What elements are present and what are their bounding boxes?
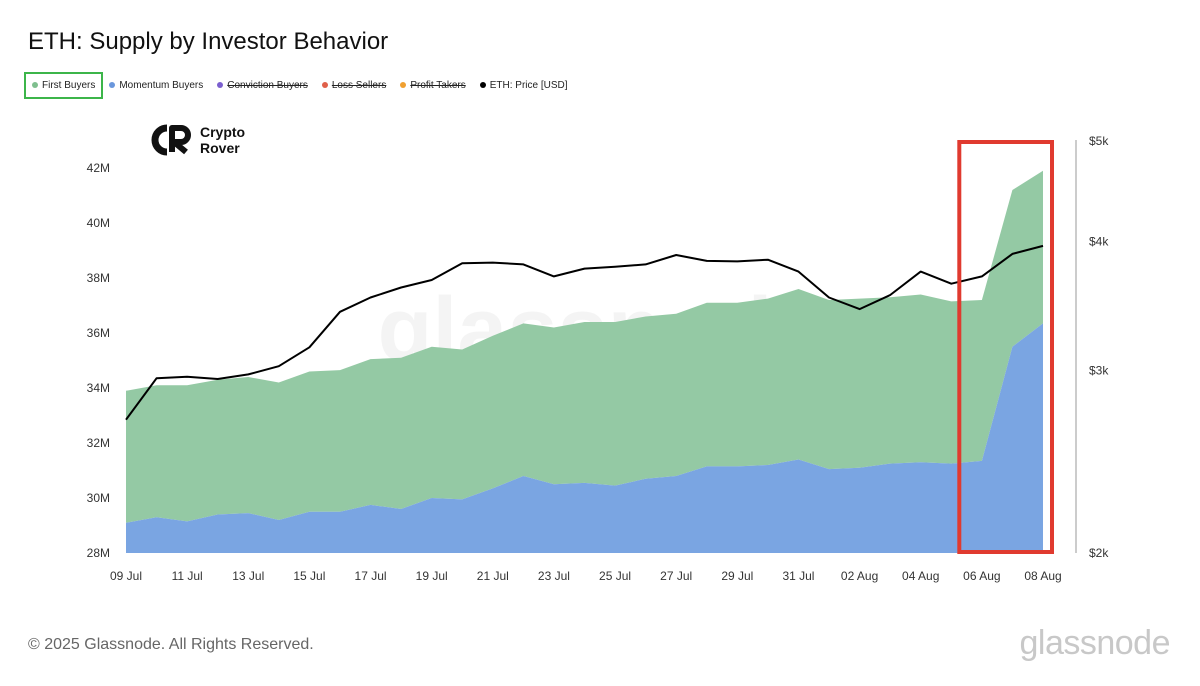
y-left-tick-label: 40M	[87, 216, 110, 230]
y-right-tick-label: $3k	[1089, 364, 1109, 378]
x-tick-label: 25 Jul	[599, 569, 631, 583]
x-tick-label: 13 Jul	[232, 569, 264, 583]
x-tick-label: 15 Jul	[293, 569, 325, 583]
legend-dot-icon	[217, 82, 224, 88]
x-tick-label: 06 Aug	[963, 569, 1000, 583]
legend-label: Momentum Buyers	[119, 79, 204, 91]
brand-line-1: Crypto	[200, 124, 246, 140]
legend-dot-icon	[109, 82, 116, 88]
legend-eth-price[interactable]: ETH: Price [USD]	[479, 79, 568, 91]
y-right-tick-label: $5k	[1089, 134, 1109, 148]
highlight-box	[957, 140, 1054, 554]
legend-dot-icon	[479, 82, 486, 88]
x-tick-label: 31 Jul	[782, 569, 814, 583]
x-tick-label: 09 Jul	[110, 569, 142, 583]
legend-profit-takers[interactable]: Profit Takers	[400, 79, 466, 91]
legend-dot-icon	[400, 82, 407, 88]
legend-label: Conviction Buyers	[227, 79, 308, 91]
copyright-text: © 2025 Glassnode. All Rights Reserved.	[28, 636, 314, 653]
legend-loss-sellers[interactable]: Loss Sellers	[321, 79, 387, 91]
legend-first-buyers[interactable]: First Buyers	[24, 71, 104, 99]
y-left-tick-label: 30M	[87, 491, 110, 505]
legend-momentum-buyers[interactable]: Momentum Buyers	[109, 80, 203, 91]
y-left-tick-label: 42M	[87, 161, 110, 175]
page-title: ETH: Supply by Investor Behavior	[28, 28, 389, 55]
y-right-tick-label: $4k	[1089, 234, 1109, 248]
chart-legend: First Buyers Momentum Buyers Conviction …	[24, 70, 582, 100]
x-tick-label: 23 Jul	[538, 569, 570, 583]
y-left-tick-label: 36M	[87, 326, 110, 340]
x-tick-label: 17 Jul	[355, 569, 387, 583]
x-tick-label: 19 Jul	[416, 569, 448, 583]
x-tick-label: 27 Jul	[660, 569, 692, 583]
legend-dot-icon	[32, 82, 38, 88]
legend-dot-icon	[321, 82, 328, 88]
legend-label: Loss Sellers	[331, 79, 387, 91]
first-buyers-area	[126, 170, 1043, 523]
x-tick-label: 08 Aug	[1024, 569, 1061, 583]
y-left-tick-label: 32M	[87, 436, 110, 450]
legend-label: ETH: Price [USD]	[489, 79, 568, 91]
legend-label: Profit Takers	[410, 79, 466, 91]
legend-label: First Buyers	[42, 79, 96, 91]
x-tick-label: 29 Jul	[721, 569, 753, 583]
glassnode-logo: glassnode	[1019, 624, 1170, 662]
crypto-rover-icon	[151, 124, 191, 156]
y-right-tick-label: $2k	[1089, 546, 1109, 560]
x-tick-label: 21 Jul	[477, 569, 509, 583]
y-left-tick-label: 38M	[87, 271, 110, 285]
crypto-rover-logo: Crypto Rover	[150, 124, 245, 156]
y-left-tick-label: 28M	[87, 546, 110, 560]
eth-price-line	[125, 244, 1044, 421]
legend-conviction-buyers[interactable]: Conviction Buyers	[217, 80, 308, 91]
x-tick-label: 11 Jul	[172, 569, 203, 583]
y-left-tick-label: 34M	[87, 381, 110, 395]
momentum-buyers-area	[126, 323, 1043, 553]
brand-line-2: Rover	[200, 140, 240, 156]
x-tick-label: 02 Aug	[841, 569, 878, 583]
x-tick-label: 04 Aug	[902, 569, 939, 583]
